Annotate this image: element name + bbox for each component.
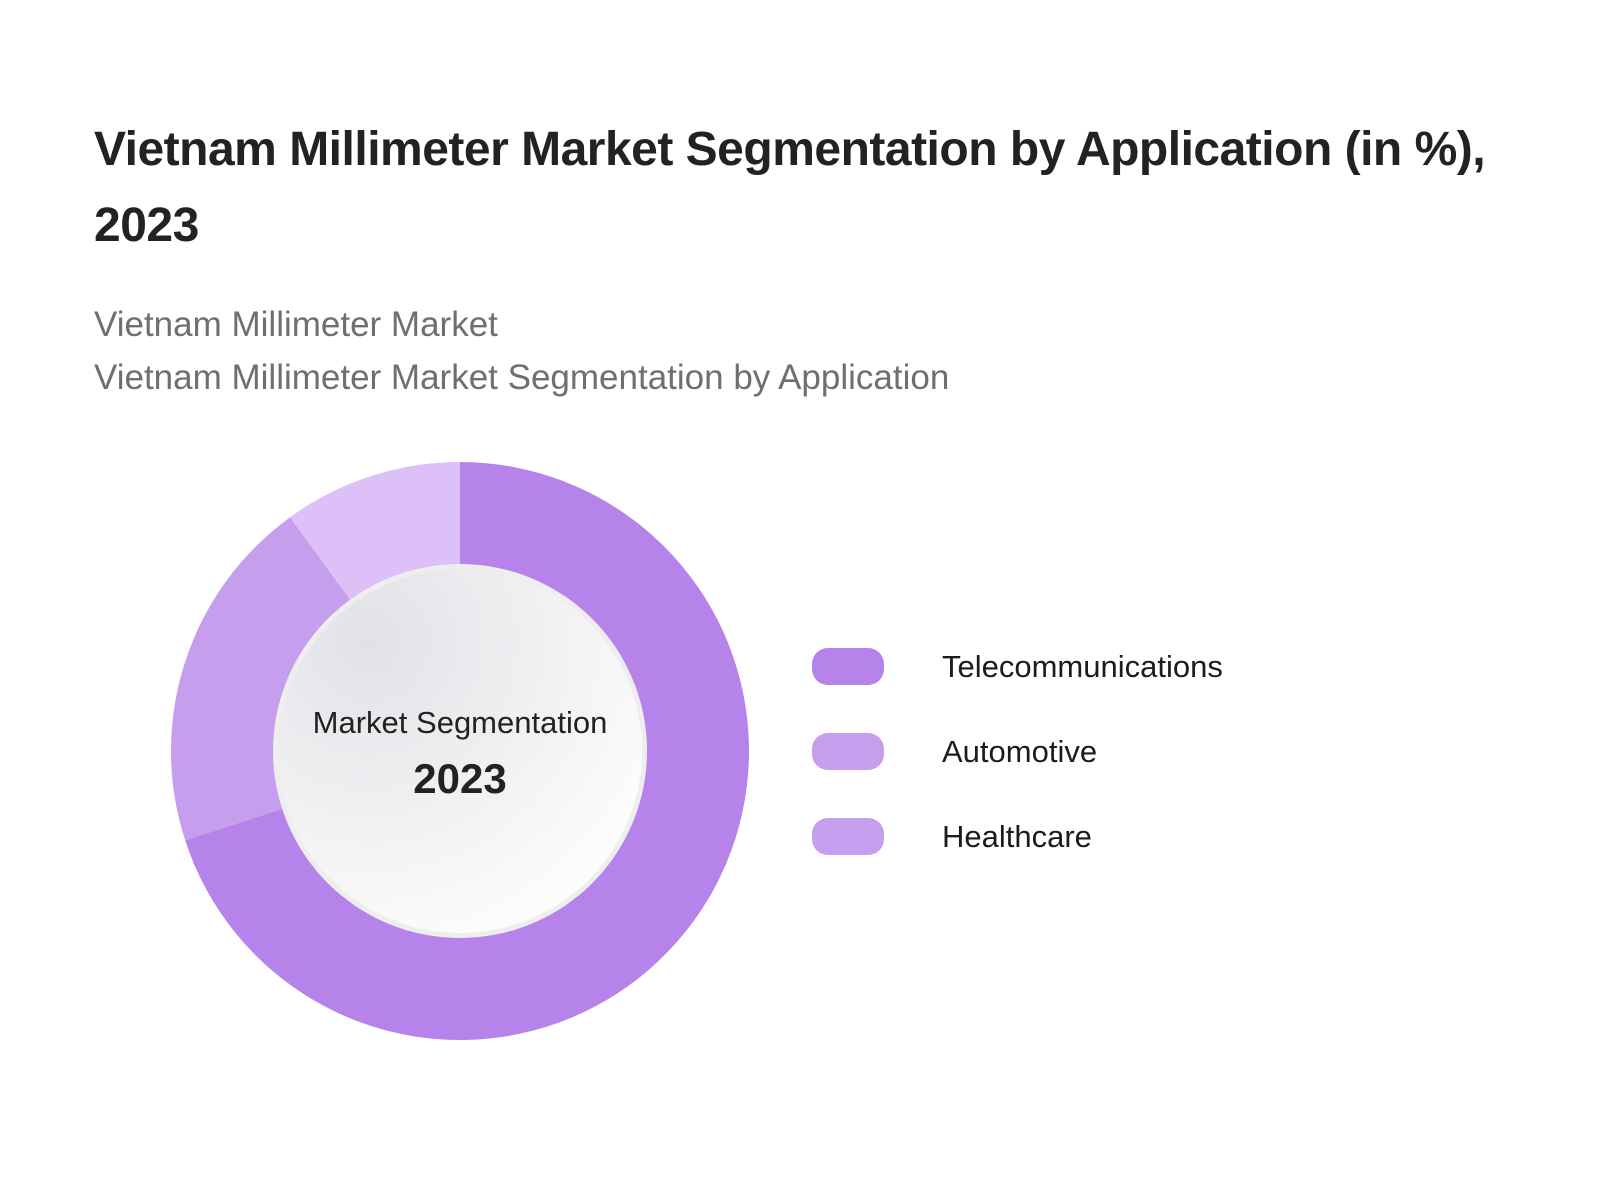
slice-telecommunications[interactable]	[185, 462, 749, 1040]
chart-subtitle-segmentation: Vietnam Millimeter Market Segmentation b…	[94, 358, 950, 397]
donut-center-label: Market Segmentation 2023	[282, 578, 638, 934]
legend-label: Telecommunications	[942, 648, 1223, 684]
donut-chart	[171, 462, 749, 1040]
chart-subtitle-market: Vietnam Millimeter Market	[94, 305, 498, 344]
legend-item-healthcare[interactable]: Healthcare	[812, 818, 1223, 855]
center-disc	[278, 569, 642, 933]
center-label-text: Market Segmentation	[312, 705, 608, 740]
legend-item-telecommunications[interactable]: Telecommunications	[812, 648, 1223, 685]
legend-label: Automotive	[942, 733, 1098, 769]
chart-title: Vietnam Millimeter Market Segmentation b…	[94, 123, 1486, 252]
legend-item-automotive[interactable]: Automotive	[812, 733, 1223, 770]
legend-swatch-icon	[812, 818, 884, 855]
center-year-text: 2023	[413, 755, 507, 802]
legend-swatch-icon	[812, 648, 884, 685]
legend-label: Healthcare	[942, 818, 1092, 854]
slice-automotive[interactable]	[171, 517, 372, 841]
donut-slices	[171, 462, 749, 1040]
chart-legend: Telecommunications Automotive Healthcare	[812, 648, 1223, 903]
legend-swatch-icon	[812, 733, 884, 770]
